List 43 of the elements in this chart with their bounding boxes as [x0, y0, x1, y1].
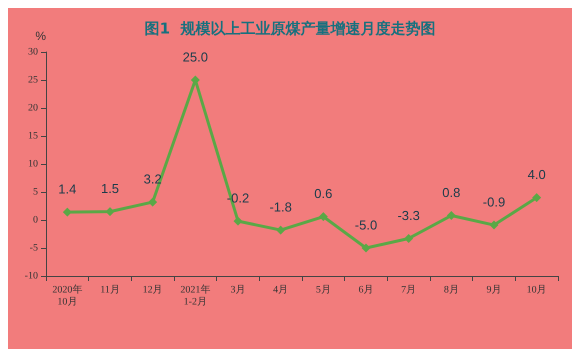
- point: [148, 198, 158, 207]
- chart-title: 图1 规模以上工业原煤产量增速月度走势图: [144, 20, 436, 38]
- y-tick-label: 0: [33, 214, 38, 226]
- x-tick-label: 5月: [316, 284, 331, 296]
- point: [446, 211, 456, 220]
- data-label: -1.8: [269, 200, 292, 215]
- data-label: 0.8: [442, 185, 460, 200]
- point: [362, 244, 370, 252]
- data-label: 25.0: [182, 50, 208, 64]
- x-tick-label: 8月: [444, 284, 459, 296]
- data-label: -3.3: [397, 208, 420, 223]
- x-tick-label: 6月: [358, 284, 374, 296]
- y-tick-label: -10: [24, 270, 38, 282]
- x-tick-label: 3月: [230, 284, 246, 296]
- point: [532, 193, 542, 202]
- y-tick-label: 25: [28, 74, 38, 86]
- x-tick-label: 4月: [273, 284, 288, 296]
- x-tick-label: 10月: [526, 284, 547, 296]
- data-label: -0.9: [482, 194, 506, 210]
- y-tick-label: 20: [28, 102, 38, 114]
- point: [318, 212, 328, 222]
- point: [404, 234, 414, 243]
- y-axis-title: %: [35, 29, 46, 43]
- data-label: 1.5: [100, 181, 120, 196]
- data-label: 4.0: [528, 167, 546, 182]
- y-tick-label: 15: [28, 130, 38, 142]
- x-tick-label: 2020年 10月: [52, 284, 82, 308]
- point: [234, 216, 242, 226]
- x-tick-label: 11月: [100, 284, 120, 296]
- x-tick-label: 7月: [401, 284, 416, 296]
- y-tick-label: 5: [33, 186, 38, 198]
- data-label: 0.6: [314, 186, 332, 202]
- x-tick-label: 2021年 1-2月: [180, 284, 210, 308]
- data-label: -5.0: [354, 218, 378, 232]
- y-tick-label: -5: [30, 242, 38, 254]
- data-label: 1.4: [58, 182, 76, 197]
- point: [276, 226, 286, 235]
- x-tick-label: 9月: [486, 284, 502, 296]
- y-tick-label: 10: [28, 158, 38, 170]
- point: [106, 207, 114, 216]
- x-tick-label: 12月: [142, 284, 163, 296]
- y-tick-label: 30: [28, 46, 38, 58]
- point: [490, 220, 498, 230]
